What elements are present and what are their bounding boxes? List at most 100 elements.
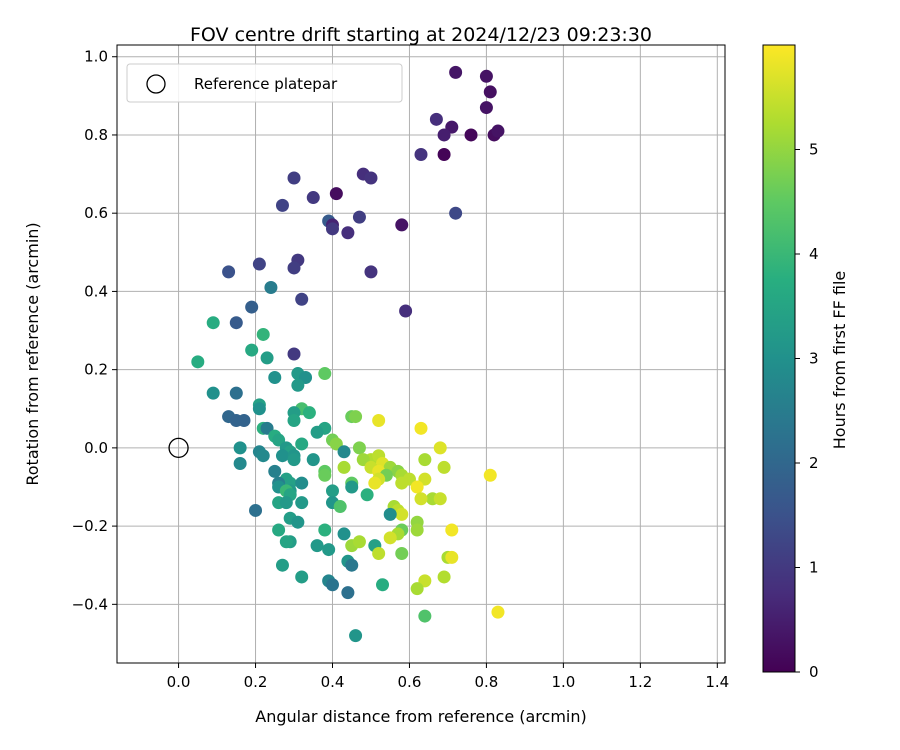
data-point (483, 85, 497, 99)
data-point (437, 570, 451, 584)
data-point (345, 558, 359, 572)
data-point (268, 370, 282, 384)
data-point (206, 316, 220, 330)
x-tick-label: 1.0 (551, 673, 575, 691)
data-point (410, 582, 424, 596)
colorbar-tick-label: 0 (809, 663, 819, 681)
data-point (222, 265, 236, 279)
data-point (395, 507, 409, 521)
x-tick-label: 1.2 (628, 673, 652, 691)
data-point (206, 386, 220, 400)
data-point (264, 281, 278, 295)
data-point (295, 476, 309, 490)
data-point (491, 605, 505, 619)
data-point (295, 570, 309, 584)
data-point (437, 460, 451, 474)
data-point (364, 265, 378, 279)
legend-box (126, 63, 403, 103)
data-point (445, 523, 459, 537)
data-point (279, 535, 293, 549)
data-point (337, 445, 351, 459)
data-point (368, 476, 382, 490)
data-point (483, 468, 497, 482)
data-point (349, 410, 363, 424)
data-points (191, 65, 505, 643)
chart-title: FOV centre drift starting at 2024/12/23 … (190, 24, 652, 46)
data-point (410, 480, 424, 494)
data-point (310, 539, 324, 553)
data-point (352, 210, 366, 224)
data-point (295, 496, 309, 510)
data-point (414, 421, 428, 435)
data-point (433, 441, 447, 455)
x-axis-ticks: 0.0 0.2 0.4 0.6 0.8 1.0 1.2 1.4 (167, 663, 729, 691)
colorbar-tick-label: 2 (809, 454, 819, 472)
data-point (414, 148, 428, 162)
data-point (245, 343, 259, 357)
plot-frame (116, 44, 726, 664)
colorbar-tick-label: 3 (809, 350, 819, 368)
data-point (229, 386, 243, 400)
reference-marker (168, 437, 189, 459)
data-point (318, 468, 332, 482)
data-point (275, 198, 289, 212)
data-point (349, 629, 363, 643)
data-point (418, 609, 432, 623)
data-point (325, 484, 339, 498)
data-point (479, 69, 493, 83)
data-point (445, 550, 459, 564)
data-point (275, 449, 289, 463)
x-axis-label: Angular distance from reference (arcmin) (255, 707, 586, 726)
x-tick-label: 1.4 (705, 673, 729, 691)
data-point (333, 500, 347, 514)
data-point (418, 453, 432, 467)
data-point (291, 515, 305, 529)
data-point (237, 413, 251, 427)
data-point (252, 257, 266, 271)
colorbar-tick-label: 1 (809, 559, 819, 577)
data-point (322, 543, 336, 557)
reference-marker-group (168, 437, 189, 459)
data-point (233, 441, 247, 455)
data-point (268, 464, 282, 478)
data-point (318, 367, 332, 381)
data-point (325, 578, 339, 592)
x-tick-label: 0.8 (474, 673, 498, 691)
data-point (191, 355, 205, 369)
data-point (245, 300, 259, 314)
data-point (395, 546, 409, 560)
data-point (479, 101, 493, 115)
data-point (337, 527, 351, 541)
data-point (295, 292, 309, 306)
colorbar-tick-label: 4 (809, 245, 819, 263)
data-point (295, 437, 309, 451)
y-tick-label: −0.4 (72, 595, 108, 613)
data-point (337, 460, 351, 474)
data-point (464, 128, 478, 142)
data-point (287, 171, 301, 185)
x-tick-label: 0.2 (244, 673, 268, 691)
data-point (410, 523, 424, 537)
data-point (310, 425, 324, 439)
data-point (260, 351, 274, 365)
data-point (376, 578, 390, 592)
data-point (249, 503, 263, 517)
data-point (341, 586, 355, 600)
y-tick-label: 1.0 (84, 48, 108, 66)
colorbar-gradient (762, 44, 796, 673)
data-point (306, 453, 320, 467)
data-point (275, 558, 289, 572)
data-point (383, 531, 397, 545)
grid-lines (117, 45, 725, 663)
data-point (372, 546, 386, 560)
data-point (437, 148, 451, 162)
data-point (341, 226, 355, 240)
legend-entry-reference: Reference platepar (194, 75, 338, 93)
legend-marker (146, 74, 166, 94)
data-point (399, 304, 413, 318)
data-point (329, 187, 343, 201)
data-point (291, 378, 305, 392)
y-tick-label: 0.0 (84, 439, 108, 457)
data-point (256, 449, 270, 463)
